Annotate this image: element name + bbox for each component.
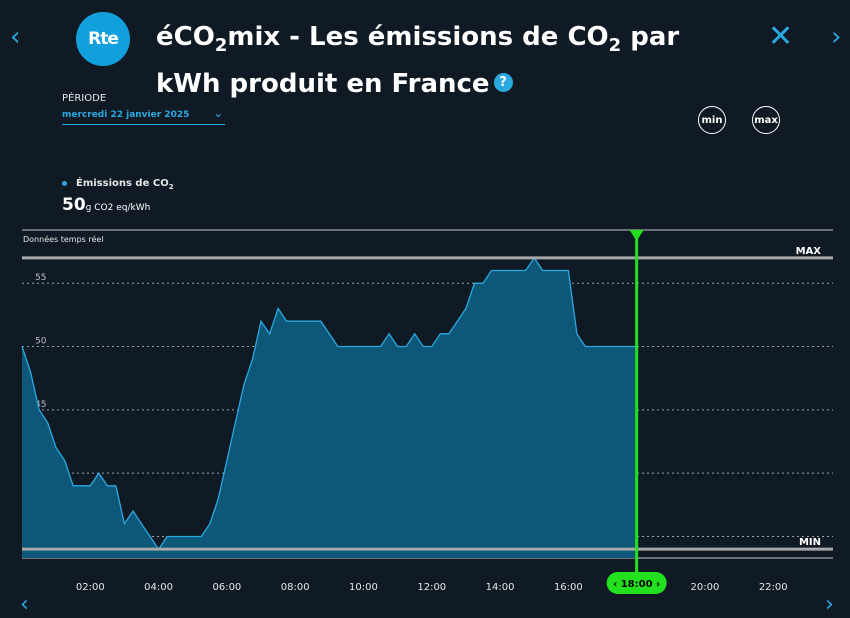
period-label: PÉRIODE — [62, 93, 107, 104]
page-title: éCO2mix - Les émissions de CO2 par kWh p… — [156, 22, 680, 100]
chevron-down-icon: ⌄ — [213, 107, 223, 120]
x-tick-label: 20:00 — [691, 582, 720, 593]
legend-dot-icon — [62, 181, 67, 186]
x-tick-label: 06:00 — [212, 582, 241, 593]
cursor-top-marker — [629, 230, 644, 241]
x-tick-label: 16:00 — [554, 582, 583, 593]
x-tick-label: 08:00 — [281, 582, 310, 593]
y-tick-label: 55 — [35, 273, 46, 283]
x-tick-label: 10:00 — [349, 582, 378, 593]
scroll-left-icon[interactable]: ‹ — [20, 592, 29, 617]
period-value: mercredi 22 janvier 2025 — [62, 110, 190, 120]
period-dropdown[interactable]: mercredi 22 janvier 2025 ⌄ — [62, 107, 225, 125]
next-page-icon[interactable]: › — [831, 22, 842, 52]
x-tick-label: 04:00 — [144, 582, 173, 593]
emissions-area — [22, 257, 637, 558]
legend-current-value: 50g CO2 eq/kWh — [62, 195, 151, 215]
close-icon[interactable]: ✕ — [768, 19, 794, 54]
rte-logo: Rte — [76, 12, 130, 66]
min-reference-label: MIN — [799, 537, 821, 548]
cursor-time-label: ‹ 18:00 › — [613, 579, 660, 590]
x-tick-label: 02:00 — [76, 582, 105, 593]
help-icon[interactable]: ? — [493, 73, 513, 93]
y-tick-label: 50 — [35, 337, 47, 347]
x-tick-label: 14:00 — [486, 582, 515, 593]
x-tick-label: 12:00 — [417, 582, 446, 593]
cursor-time-pill — [606, 572, 667, 594]
min-button[interactable]: min — [698, 106, 726, 134]
realtime-label: Données temps réel — [23, 235, 104, 244]
legend-series-name: Émissions de CO2 — [76, 178, 174, 191]
scroll-right-icon[interactable]: › — [825, 592, 834, 617]
x-tick-label: 22:00 — [759, 582, 788, 593]
y-tick-label: 45 — [35, 400, 46, 410]
prev-page-icon[interactable]: ‹ — [10, 22, 21, 52]
max-reference-label: MAX — [796, 246, 822, 257]
max-button[interactable]: max — [752, 106, 780, 134]
